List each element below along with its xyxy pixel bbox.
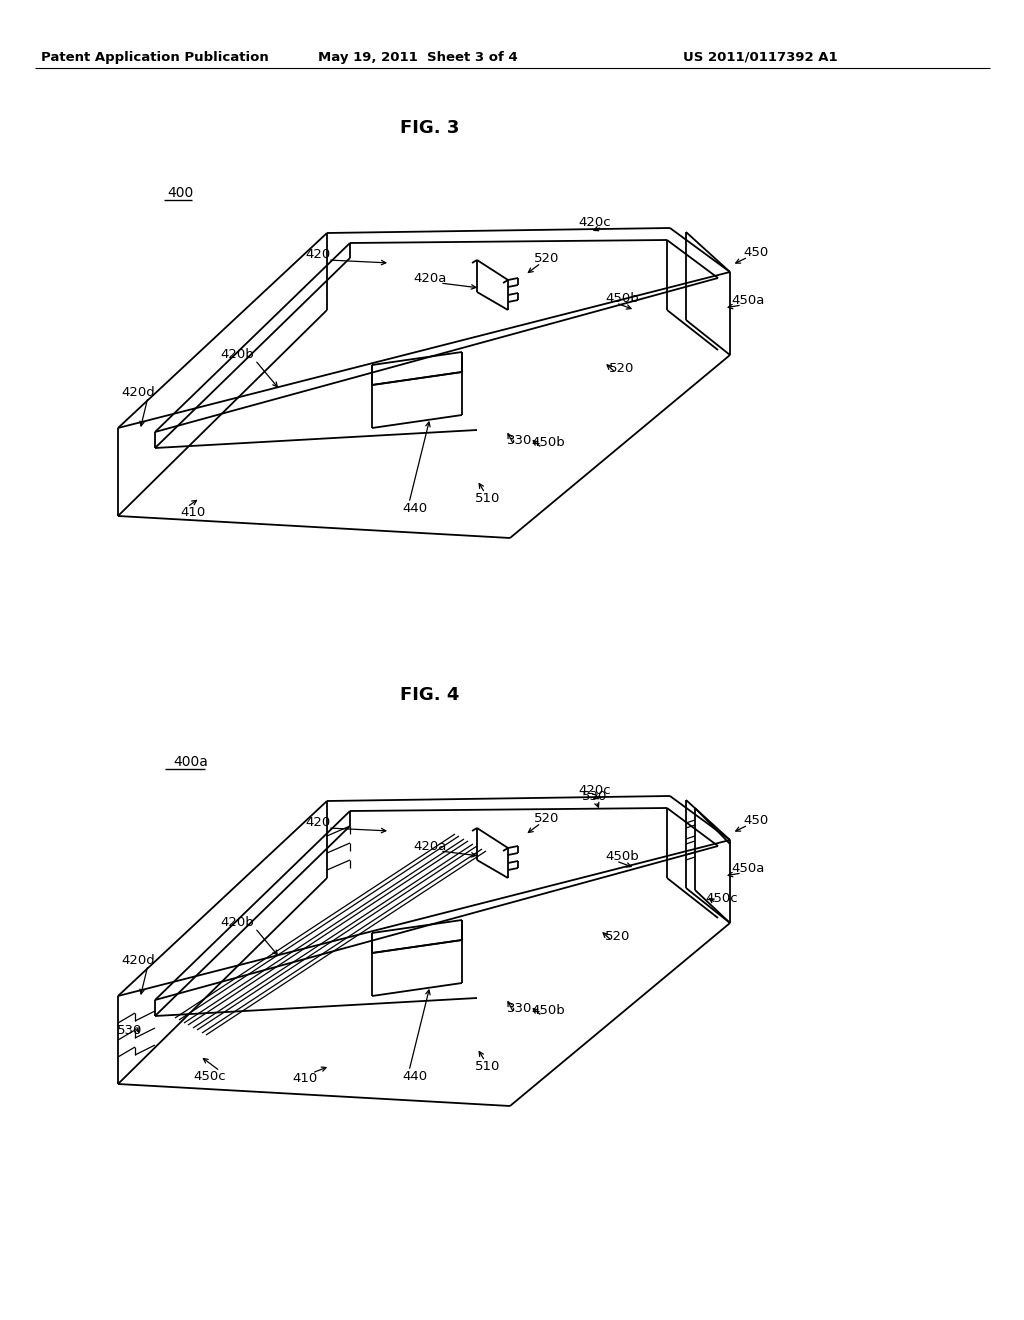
Text: 530: 530 <box>118 1023 142 1036</box>
Text: 420c: 420c <box>579 784 611 796</box>
Text: 330: 330 <box>507 1002 532 1015</box>
Text: 450: 450 <box>743 813 769 826</box>
Text: 400: 400 <box>167 186 194 201</box>
Text: 420b: 420b <box>220 348 254 362</box>
Text: 440: 440 <box>402 502 428 515</box>
Text: 420: 420 <box>305 248 331 261</box>
Text: 510: 510 <box>475 1060 501 1072</box>
Text: FIG. 3: FIG. 3 <box>400 119 460 137</box>
Text: 530: 530 <box>583 789 607 803</box>
Text: 450a: 450a <box>731 293 765 306</box>
Text: 450: 450 <box>743 246 769 259</box>
Text: 330: 330 <box>507 433 532 446</box>
Text: 420d: 420d <box>121 953 155 966</box>
Text: 440: 440 <box>402 1069 428 1082</box>
Text: 420a: 420a <box>414 272 446 285</box>
Text: 420a: 420a <box>414 840 446 853</box>
Text: Patent Application Publication: Patent Application Publication <box>41 50 269 63</box>
Text: 410: 410 <box>293 1072 317 1085</box>
Text: FIG. 4: FIG. 4 <box>400 686 460 704</box>
Text: 510: 510 <box>475 491 501 504</box>
Text: 450c: 450c <box>706 891 738 904</box>
Text: 450b: 450b <box>605 850 639 862</box>
Text: 450c: 450c <box>194 1069 226 1082</box>
Text: 520: 520 <box>605 929 631 942</box>
Text: 450a: 450a <box>731 862 765 874</box>
Text: 420c: 420c <box>579 215 611 228</box>
Text: 520: 520 <box>535 252 560 264</box>
Text: 520: 520 <box>535 812 560 825</box>
Text: 420d: 420d <box>121 385 155 399</box>
Text: 420: 420 <box>305 817 331 829</box>
Text: 450b: 450b <box>531 437 565 450</box>
Text: 420b: 420b <box>220 916 254 929</box>
Text: May 19, 2011  Sheet 3 of 4: May 19, 2011 Sheet 3 of 4 <box>318 50 518 63</box>
Text: 520: 520 <box>609 362 635 375</box>
Text: 400a: 400a <box>173 755 208 770</box>
Text: US 2011/0117392 A1: US 2011/0117392 A1 <box>683 50 838 63</box>
Text: 450b: 450b <box>531 1005 565 1018</box>
Text: 410: 410 <box>180 506 206 519</box>
Text: 450b: 450b <box>605 292 639 305</box>
